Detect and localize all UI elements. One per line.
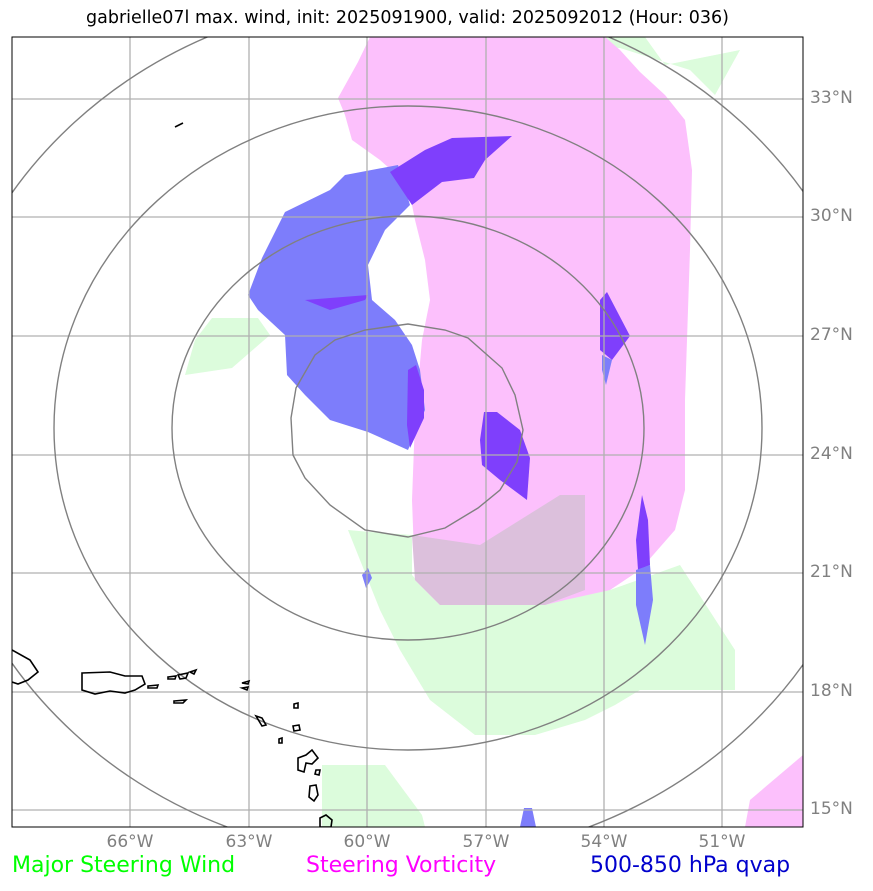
legend-steering-wind: Major Steering Wind <box>12 853 236 878</box>
legend-steering-vorticity: Steering Vorticity <box>306 853 497 878</box>
coastlines <box>12 122 333 827</box>
lat-label: 24°N <box>810 444 853 464</box>
lon-label: 60°W <box>343 832 391 852</box>
lon-label: 66°W <box>106 832 154 852</box>
lat-label: 18°N <box>810 681 853 701</box>
lat-label: 33°N <box>810 88 853 108</box>
lon-label: 51°W <box>698 832 746 852</box>
range-rings <box>12 37 803 827</box>
lat-label: 27°N <box>810 325 853 345</box>
lon-label: 54°W <box>580 832 628 852</box>
lat-label: 30°N <box>810 206 853 226</box>
lat-label: 15°N <box>810 799 853 819</box>
lon-label: 57°W <box>462 832 510 852</box>
map-title: gabrielle07l max. wind, init: 2025091900… <box>86 8 729 28</box>
qvap-areas <box>248 136 653 827</box>
lon-label: 63°W <box>225 832 273 852</box>
overlap-area <box>412 495 585 605</box>
lat-label: 21°N <box>810 562 853 582</box>
lat-lon-grid <box>12 37 803 827</box>
legend-qvap: 500-850 hPa qvap <box>590 853 791 878</box>
map-frame <box>11 36 804 828</box>
